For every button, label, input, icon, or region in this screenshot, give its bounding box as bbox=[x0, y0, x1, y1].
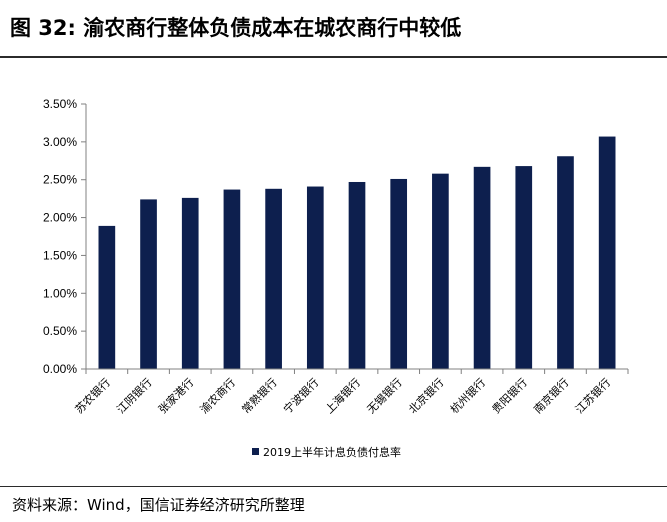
x-tick-label: 宁波银行 bbox=[280, 375, 321, 416]
bar bbox=[515, 166, 533, 369]
x-tick-label: 无锡银行 bbox=[364, 375, 405, 416]
x-axis: 苏农银行 江阴银行 张家港行 渝农商行 常熟银行 宁波银行 上海银行 无锡银行 北京银行 杭州银行… bbox=[72, 368, 629, 416]
x-tick-label: 南京银行 bbox=[531, 375, 572, 416]
legend-label: 2019上半年计息负债付息率 bbox=[263, 445, 401, 459]
bar bbox=[598, 136, 616, 369]
x-tick-label: 苏农银行 bbox=[72, 375, 113, 416]
x-tick-label: 北京银行 bbox=[405, 375, 446, 416]
legend-swatch bbox=[252, 448, 259, 455]
bar-series bbox=[98, 136, 616, 369]
y-tick-label: 2.50% bbox=[43, 173, 77, 187]
source-rule bbox=[0, 486, 667, 487]
bar bbox=[306, 186, 324, 369]
title-rule bbox=[0, 56, 667, 58]
figure-title: 图 32: 渝农商行整体负债成本在城农商行中较低 bbox=[10, 16, 462, 40]
bar bbox=[473, 166, 491, 369]
bar bbox=[265, 188, 282, 369]
y-axis: 0.00% 0.50% 1.00% 1.50% 2.00% 2.50% 3.00% 3.50% bbox=[43, 97, 87, 376]
x-tick-label: 江苏银行 bbox=[572, 375, 613, 416]
bar bbox=[98, 225, 116, 369]
bar bbox=[223, 189, 241, 369]
bar bbox=[348, 181, 366, 369]
bar bbox=[140, 199, 157, 369]
y-tick-label: 3.00% bbox=[43, 135, 77, 149]
bar bbox=[181, 197, 199, 369]
y-tick-label: 1.50% bbox=[43, 248, 77, 262]
x-tick-label: 常熟银行 bbox=[239, 375, 280, 416]
y-tick-label: 0.50% bbox=[43, 324, 77, 338]
bar bbox=[557, 156, 574, 369]
y-tick-label: 1.00% bbox=[43, 286, 77, 300]
x-tick-label: 杭州银行 bbox=[447, 375, 488, 416]
figure-source: 资料来源：Wind，国信证券经济研究所整理 bbox=[12, 496, 305, 514]
bar bbox=[390, 178, 408, 369]
legend: 2019上半年计息负债付息率 bbox=[252, 445, 401, 459]
x-tick-label: 张家港行 bbox=[155, 375, 196, 416]
bar bbox=[432, 173, 449, 369]
x-tick-label: 上海银行 bbox=[322, 375, 363, 416]
x-tick-label: 贵阳银行 bbox=[489, 375, 530, 416]
y-tick-label: 0.00% bbox=[43, 362, 77, 376]
y-tick-label: 2.00% bbox=[43, 211, 77, 225]
x-tick-label: 江阴银行 bbox=[114, 375, 155, 416]
x-tick-label: 渝农商行 bbox=[197, 375, 238, 416]
y-tick-label: 3.50% bbox=[43, 97, 77, 111]
